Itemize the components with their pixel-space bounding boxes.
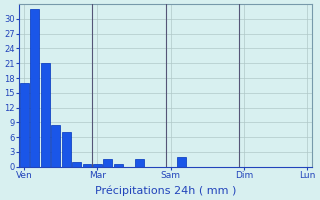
Bar <box>30 9 39 167</box>
Bar <box>72 162 81 167</box>
X-axis label: Précipitations 24h ( mm ): Précipitations 24h ( mm ) <box>95 185 236 196</box>
Bar <box>177 157 186 167</box>
Bar <box>51 125 60 167</box>
Bar <box>83 164 92 167</box>
Bar <box>62 132 70 167</box>
Bar <box>20 83 29 167</box>
Bar <box>114 164 123 167</box>
Bar <box>135 159 144 167</box>
Bar <box>41 63 50 167</box>
Bar <box>93 164 102 167</box>
Bar <box>103 159 112 167</box>
